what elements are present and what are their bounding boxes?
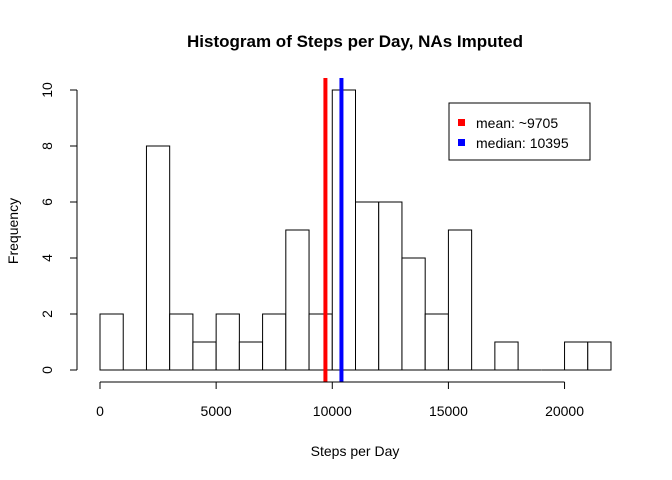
x-tick-label: 20000: [545, 403, 584, 419]
histogram-bar: [447, 229, 473, 371]
y-tick-label: 10: [39, 82, 55, 98]
y-axis-label: Frequency: [5, 198, 21, 264]
histogram-bar: [331, 89, 357, 371]
histogram-bar: [192, 341, 217, 371]
histogram-bar: [308, 313, 333, 371]
histogram-bar: [378, 201, 403, 371]
legend: mean: ~9705 median: 10395: [448, 102, 591, 161]
x-axis-label: Steps per Day: [311, 443, 400, 459]
legend-swatch: [458, 119, 465, 126]
y-tick-label: 2: [39, 310, 55, 318]
histogram-bar: [285, 229, 310, 371]
histogram-bar: [262, 313, 287, 371]
histogram-bar: [564, 341, 589, 371]
legend-label: median: 10395: [476, 135, 569, 151]
histogram-bar: [355, 201, 380, 371]
histogram-bar: [169, 313, 194, 371]
bars-group: [99, 89, 612, 371]
histogram-bar: [587, 341, 612, 371]
histogram-bar: [215, 313, 240, 371]
x-tick-label: 10000: [313, 403, 352, 419]
reference-lines-group: [323, 78, 344, 382]
legend-swatch: [458, 139, 465, 146]
y-tick-label: 4: [39, 254, 55, 262]
chart-title: Histogram of Steps per Day, NAs Imputed: [187, 32, 523, 51]
histogram-bar: [494, 341, 519, 371]
y-tick-label: 0: [39, 366, 55, 374]
legend-box: [448, 102, 591, 161]
x-tick-label: 15000: [429, 403, 468, 419]
histogram-bar: [424, 313, 449, 371]
histogram-bar: [99, 313, 124, 371]
x-tick-label: 0: [96, 403, 104, 419]
y-tick-label: 8: [39, 142, 55, 150]
histogram-bar: [145, 145, 171, 371]
legend-label: mean: ~9705: [476, 115, 558, 131]
x-axis: 0 5000 10000 15000 20000: [96, 381, 584, 419]
x-tick-label: 5000: [201, 403, 232, 419]
y-axis: 0 2 4 6 8 10: [39, 82, 78, 374]
histogram-bar: [238, 341, 264, 371]
histogram-bar: [401, 257, 426, 371]
y-tick-label: 6: [39, 198, 55, 206]
